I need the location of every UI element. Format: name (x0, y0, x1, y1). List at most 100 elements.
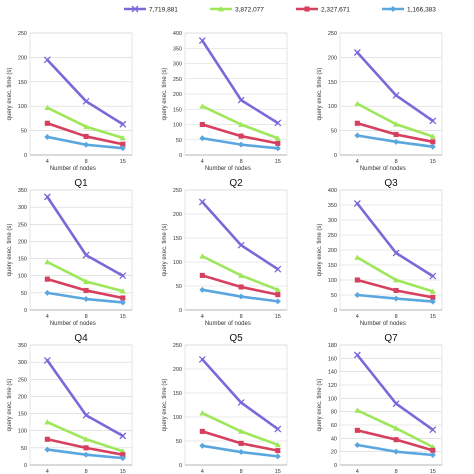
data-point (354, 427, 360, 433)
data-point (82, 97, 90, 105)
y-tick-label: 50 (176, 284, 182, 290)
y-tick-label: 300 (328, 218, 337, 224)
y-tick-label: 50 (331, 129, 337, 135)
x-tick-label: 15 (120, 314, 126, 320)
data-point (83, 141, 90, 148)
data-point (83, 451, 90, 458)
y-tick-label: 20 (331, 450, 337, 456)
x-tick-label: 15 (430, 159, 436, 165)
x-tick-label: 8 (395, 159, 398, 165)
y-tick-label: 150 (173, 391, 182, 397)
data-point (119, 120, 127, 128)
data-point (83, 287, 89, 294)
y-tick-label: 80 (331, 410, 337, 416)
chart-panel: 0 50 100 150 200 250 4 8 15 Number of nodes query … (317, 31, 443, 189)
data-point (393, 277, 400, 283)
series (199, 442, 281, 460)
y-tick-label: 350 (173, 46, 182, 52)
series-line (356, 256, 435, 293)
data-point (274, 441, 281, 448)
y-tick-label: 250 (173, 343, 182, 349)
data-point (274, 265, 282, 273)
x-tick-label: 15 (275, 314, 281, 320)
y-tick-label: 200 (18, 239, 27, 245)
data-point (83, 123, 90, 130)
y-tick-label: 250 (18, 377, 27, 383)
data-point (120, 295, 126, 301)
y-tick-label: 200 (18, 394, 27, 400)
series (354, 292, 436, 305)
x-tick-label: 15 (275, 469, 281, 474)
y-tick-label: 0 (179, 308, 182, 314)
data-point (354, 132, 361, 139)
series (199, 253, 281, 293)
data-point (354, 254, 361, 260)
y-tick-label: 0 (179, 463, 182, 469)
y-tick-label: 50 (21, 291, 27, 297)
chart-panel: 0204060801001201401601804815Number of no… (317, 343, 443, 474)
y-tick-label: 180 (328, 343, 337, 349)
x-axis-label: Number of nodes (205, 166, 251, 172)
data-point (238, 284, 244, 290)
legend-label: 3,872,077 (235, 6, 264, 13)
data-point (44, 276, 50, 282)
y-tick-label: 250 (18, 31, 27, 37)
series-line (46, 106, 125, 140)
y-tick-label: 300 (173, 62, 182, 68)
x-axis-label: Number of nodes (360, 321, 406, 327)
data-point (354, 120, 360, 126)
y-tick-label: 300 (18, 205, 27, 211)
series (44, 133, 126, 152)
data-point (274, 298, 281, 305)
series (354, 442, 436, 458)
series-line (46, 359, 125, 438)
y-axis-label: query exec. time (s) (162, 68, 168, 121)
data-point (393, 121, 400, 127)
data-point (198, 198, 206, 206)
x-tick-label: 15 (430, 469, 436, 474)
data-point (429, 117, 437, 125)
y-tick-label: 100 (173, 260, 182, 266)
series (44, 120, 126, 147)
data-point (238, 440, 244, 446)
data-point (44, 436, 50, 442)
y-tick-label: 200 (328, 248, 337, 254)
legend-marker (304, 6, 310, 12)
data-point (238, 133, 244, 139)
data-point (275, 140, 281, 146)
chart-title: Q7 (384, 333, 398, 344)
y-tick-label: 0 (334, 463, 337, 469)
data-point (43, 193, 51, 201)
y-axis-label: query exec. time (s) (162, 379, 168, 432)
data-point (238, 272, 245, 278)
legend-item: 3,872,077 (210, 6, 264, 13)
y-tick-label: 50 (176, 439, 182, 445)
legend-label: 1,166,383 (407, 6, 436, 13)
data-point (119, 288, 126, 294)
y-tick-label: 250 (328, 31, 337, 37)
series (354, 254, 436, 294)
x-tick-label: 4 (356, 159, 359, 165)
series-line (201, 104, 280, 140)
chart-panel: 0 50 100 150 200 250 300 350 400 4 8 15 Number of no… (162, 31, 288, 189)
series (199, 428, 281, 454)
data-point (120, 141, 126, 147)
data-point (392, 249, 400, 257)
series (354, 132, 436, 150)
y-axis-label: query exec. time (s) (162, 224, 168, 277)
data-point (354, 100, 361, 107)
y-tick-label: 150 (328, 263, 337, 269)
series (199, 286, 281, 305)
data-point (43, 56, 51, 64)
y-tick-label: 250 (18, 222, 27, 228)
data-point (199, 121, 205, 128)
y-tick-label: 0 (24, 308, 27, 314)
data-point (198, 37, 206, 45)
chart-title: Q4 (74, 333, 88, 344)
y-tick-label: 150 (173, 236, 182, 242)
series (44, 436, 126, 458)
data-point (83, 133, 89, 140)
y-axis-label: query exec. time (s) (317, 224, 323, 277)
